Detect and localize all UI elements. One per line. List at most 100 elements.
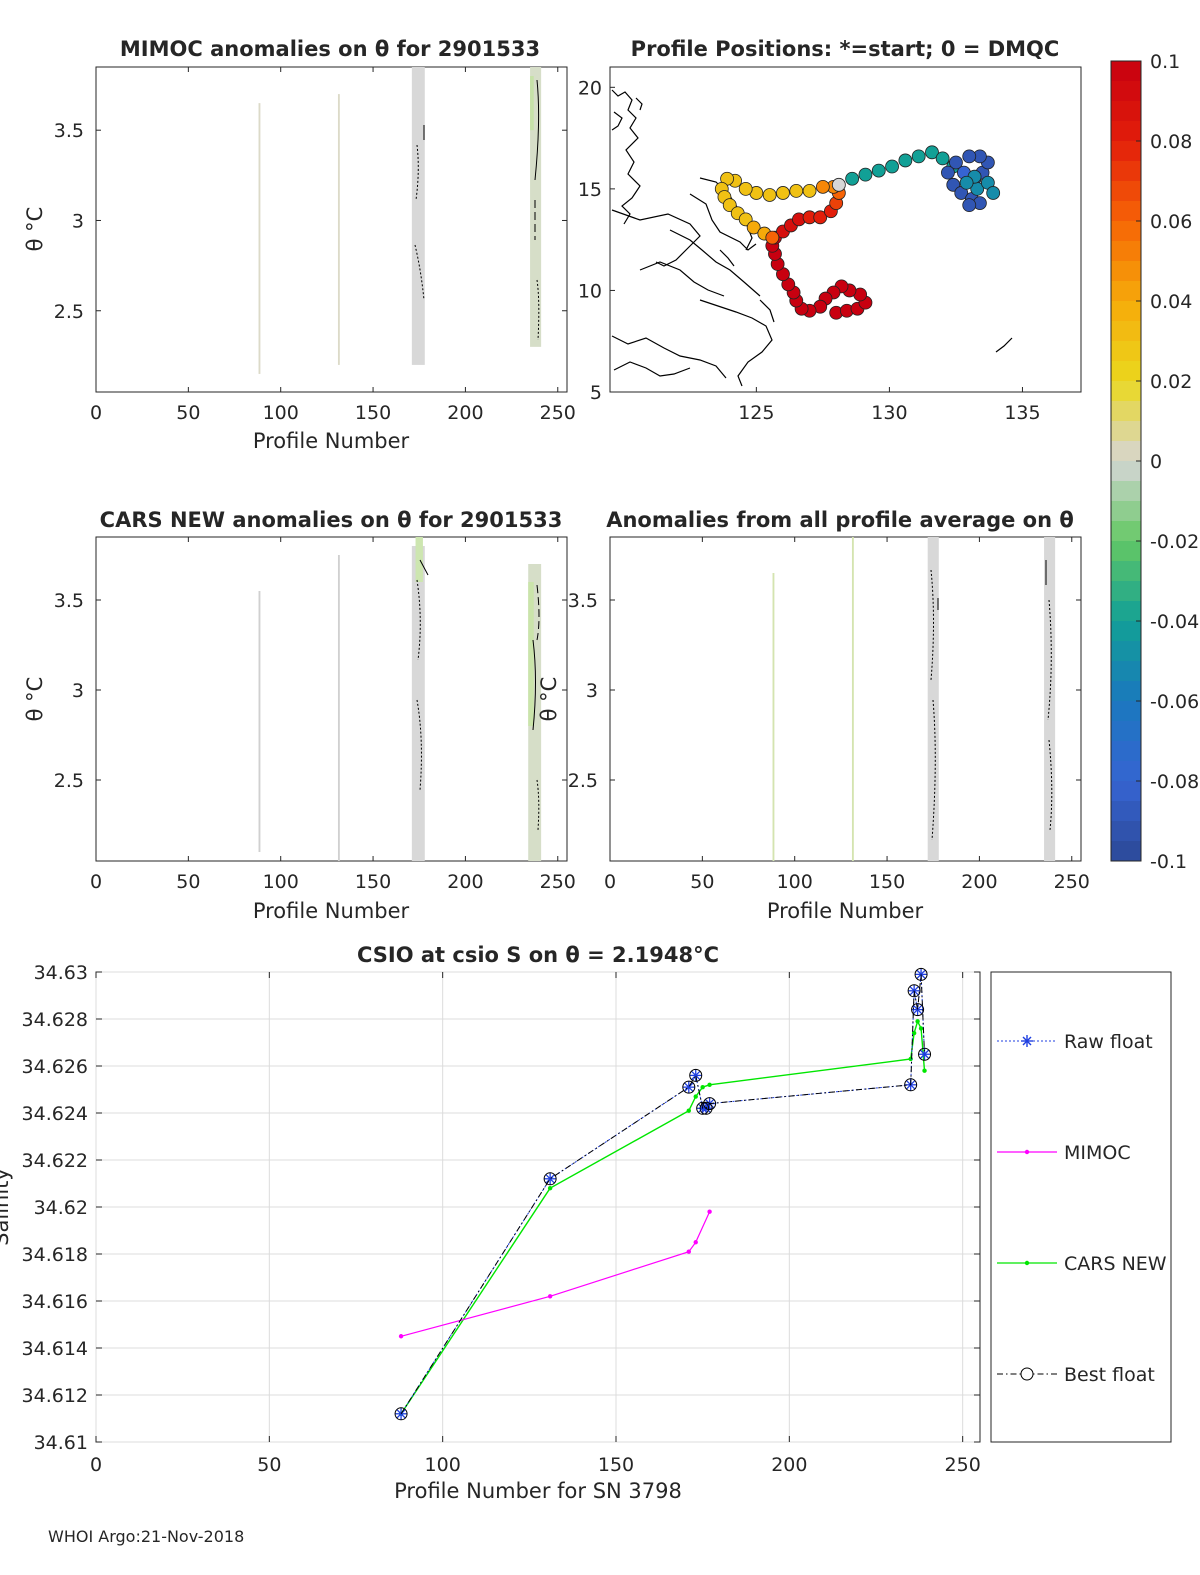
colorbar-step bbox=[1111, 281, 1141, 302]
x-tick-label: 200 bbox=[961, 871, 997, 893]
data-point bbox=[908, 1056, 913, 1062]
mimoc-y-label: θ °C bbox=[23, 207, 47, 252]
colorbar-step bbox=[1111, 361, 1141, 382]
series-line-raw-float bbox=[400, 974, 925, 1415]
profile-position-marker bbox=[959, 175, 974, 190]
legend-entry-best-float: Best float bbox=[997, 1364, 1155, 1386]
colorbar-step bbox=[1111, 141, 1141, 162]
coastline-layer bbox=[611, 89, 1013, 387]
data-point bbox=[915, 1019, 920, 1024]
x-tick-label: 130 bbox=[871, 402, 907, 424]
all-profile-title: Anomalies from all profile average on θ bbox=[606, 508, 1074, 532]
colorbar-step bbox=[1111, 241, 1141, 262]
x-tick-label: 250 bbox=[540, 871, 576, 893]
y-tick-label: 3 bbox=[586, 680, 598, 702]
data-point bbox=[904, 1078, 918, 1092]
colorbar-step bbox=[1111, 781, 1141, 802]
colorbar-step bbox=[1111, 601, 1141, 622]
csio-x-label: Profile Number for SN 3798 bbox=[394, 1479, 682, 1503]
profile-position-marker bbox=[746, 220, 761, 235]
y-tick-label: 34.62 bbox=[34, 1197, 88, 1219]
profile-position-marker bbox=[738, 181, 753, 196]
colorbar-ticks: 0.1 0.08 0.06 0.04 0.02 0 -0.02 -0.04 -0.06 -0.08… bbox=[1136, 51, 1199, 873]
x-tick-label: 200 bbox=[771, 1454, 807, 1476]
y-tick-label: 15 bbox=[578, 179, 602, 201]
profile-position-marker bbox=[911, 149, 926, 164]
cars-axis-ticks: 0 50 100 150 200 250 2.5 3 3.5 bbox=[54, 537, 576, 893]
csio-salinity-panel: 0 50 100 150 200 250 34.61 34.612 34.614 34.616 34… bbox=[0, 943, 981, 1503]
profile-position-marker bbox=[935, 151, 950, 166]
colorbar-step bbox=[1111, 701, 1141, 722]
y-tick-label: 34.63 bbox=[34, 962, 88, 984]
star-arm bbox=[913, 1005, 923, 1015]
x-tick-label: 50 bbox=[257, 1454, 281, 1476]
x-tick-label: 0 bbox=[90, 402, 102, 424]
legend-entry-raw-float: Raw float bbox=[997, 1031, 1153, 1053]
mimoc-title: MIMOC anomalies on θ for 2901533 bbox=[120, 37, 540, 61]
legend-label-cars-new: CARS NEW bbox=[1064, 1253, 1167, 1275]
x-tick-label: 0 bbox=[90, 871, 102, 893]
csio-series-layer bbox=[394, 967, 932, 1421]
anomaly-band bbox=[927, 537, 939, 861]
colorbar-step bbox=[1111, 841, 1141, 862]
x-tick-label: 150 bbox=[355, 402, 391, 424]
y-tick-label: 2.5 bbox=[568, 770, 598, 792]
colorbar-step bbox=[1111, 741, 1141, 762]
colorbar-tick-label: -0.1 bbox=[1150, 851, 1187, 873]
data-point bbox=[918, 1047, 932, 1061]
anomaly-colorbar: 0.1 0.08 0.06 0.04 0.02 0 -0.02 -0.04 -0.06 -0.08… bbox=[1110, 51, 1199, 873]
colorbar-step bbox=[1111, 821, 1141, 842]
colorbar-step bbox=[1111, 661, 1141, 682]
mimoc-anomaly-panel: 0 50 100 150 200 250 2.5 3 3.5 MIMOC anomalies o… bbox=[23, 37, 576, 453]
x-tick-label: 250 bbox=[1054, 871, 1090, 893]
profile-positions-panel: 125 130 135 5 10 15 20 Profile Positions: *=st… bbox=[578, 37, 1082, 424]
csio-legend: Raw float MIMOC CARS NEW Best float bbox=[990, 971, 1172, 1443]
best-float-circle-icon bbox=[1020, 1367, 1034, 1381]
colorbar-tick-label: -0.04 bbox=[1150, 611, 1199, 633]
anomaly-band bbox=[258, 103, 261, 374]
data-point bbox=[689, 1069, 702, 1082]
colorbar-tick-label: 0.1 bbox=[1150, 51, 1180, 73]
star-arm bbox=[396, 1409, 406, 1419]
profile-position-marker bbox=[925, 145, 939, 160]
data-point bbox=[907, 984, 921, 998]
all-profile-anomaly-panel: 0 50 100 150 200 250 2.5 3 3.5 Anomalies from al… bbox=[537, 508, 1090, 923]
y-tick-label: 20 bbox=[578, 77, 602, 99]
y-tick-label: 34.61 bbox=[34, 1432, 88, 1454]
y-tick-label: 34.626 bbox=[22, 1056, 88, 1078]
y-tick-label: 5 bbox=[590, 382, 602, 404]
star-arm bbox=[691, 1070, 701, 1080]
colorbar-step bbox=[1111, 641, 1141, 662]
profile-position-marker bbox=[962, 198, 977, 213]
anomaly-band bbox=[528, 582, 534, 726]
colorbar-tick-label: 0 bbox=[1150, 451, 1162, 473]
colorbar-step bbox=[1111, 421, 1141, 442]
x-tick-label: 250 bbox=[945, 1454, 981, 1476]
data-point bbox=[686, 1108, 691, 1113]
profile-position-marker bbox=[762, 188, 777, 202]
cars-dot-icon bbox=[1024, 1260, 1030, 1266]
colorbar-step bbox=[1111, 301, 1141, 322]
colorbar-step bbox=[1111, 221, 1141, 242]
profile-position-marker bbox=[802, 184, 817, 198]
footer-credit: WHOI Argo:21-Nov-2018 bbox=[48, 1527, 244, 1546]
legend-label-best-float: Best float bbox=[1064, 1364, 1155, 1386]
data-point bbox=[547, 1186, 553, 1191]
colorbar-step bbox=[1111, 801, 1141, 822]
y-tick-label: 34.612 bbox=[22, 1385, 88, 1407]
star-arm bbox=[545, 1174, 555, 1184]
data-point bbox=[398, 1334, 404, 1339]
x-tick-label: 0 bbox=[604, 871, 616, 893]
legend-entry-cars-new: CARS NEW bbox=[997, 1253, 1167, 1275]
colorbar-step bbox=[1111, 761, 1141, 782]
data-point bbox=[689, 1068, 703, 1082]
csio-grid bbox=[95, 971, 980, 1443]
profile-position-marker bbox=[949, 155, 963, 170]
data-point bbox=[707, 1082, 712, 1088]
y-tick-label: 34.622 bbox=[22, 1150, 88, 1172]
colorbar-step bbox=[1111, 321, 1141, 342]
y-tick-label: 3.5 bbox=[54, 590, 84, 612]
colorbar-step bbox=[1111, 441, 1141, 462]
profile-position-marker bbox=[941, 165, 955, 180]
colorbar-step bbox=[1111, 61, 1141, 82]
